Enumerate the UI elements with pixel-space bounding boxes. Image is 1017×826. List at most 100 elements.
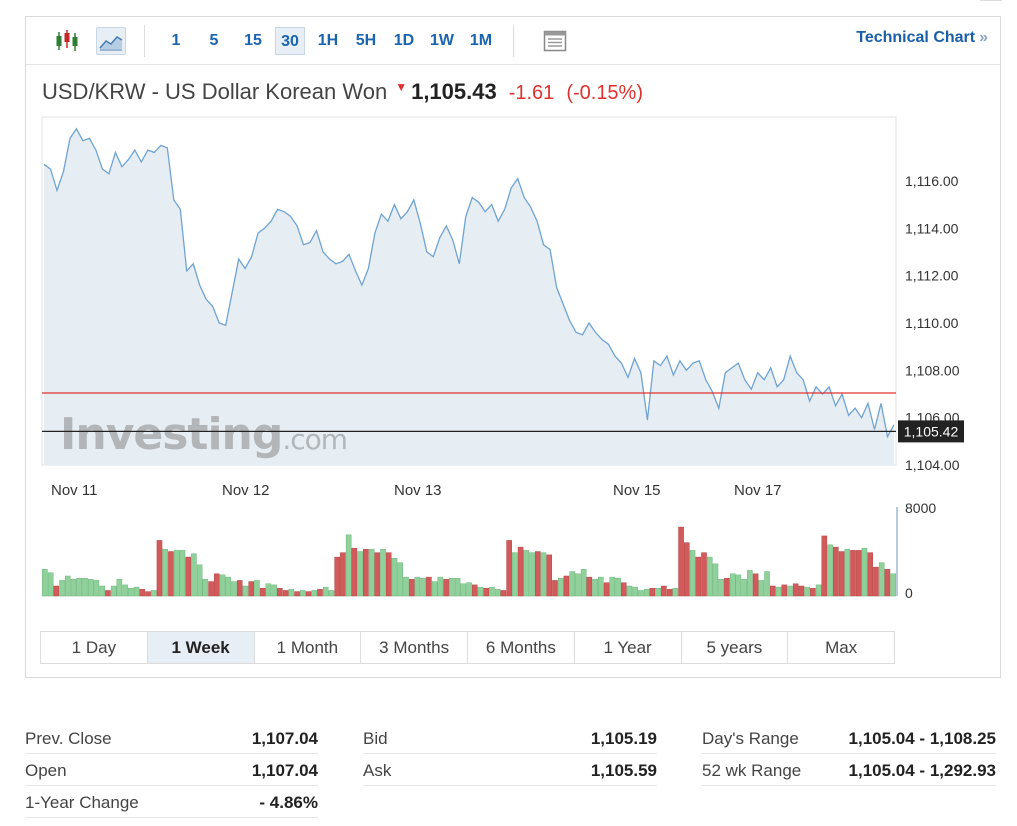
volume-bar <box>76 578 83 597</box>
current-price-label: 1,105.42 <box>904 423 959 439</box>
volume-bar <box>689 550 696 597</box>
interval-1h[interactable]: 1H <box>317 32 339 49</box>
volume-bar <box>517 546 524 597</box>
volume-bar <box>775 586 782 597</box>
volume-bar <box>87 579 94 597</box>
volume-bar <box>643 589 650 597</box>
volume-bar <box>672 588 679 597</box>
volume-bar <box>770 585 776 597</box>
volume-tick-label: 8000 <box>905 500 936 516</box>
stat-label: Bid <box>363 729 388 748</box>
volume-bar <box>781 584 787 597</box>
area-chart-icon[interactable] <box>96 27 126 55</box>
volume-bar <box>575 573 581 597</box>
volume-bar <box>540 552 547 597</box>
period-1-year[interactable]: 1 Year <box>575 632 682 663</box>
stat-52-wk-range: 52 wk Range 1,105.04 - 1,292.93 <box>702 754 996 786</box>
interval-5[interactable]: 5 <box>209 32 219 49</box>
volume-bar <box>787 585 793 597</box>
period-max[interactable]: Max <box>825 638 858 657</box>
stat-label: Prev. Close <box>25 729 112 748</box>
period-1-month[interactable]: 1 Month <box>255 632 362 663</box>
volume-bar <box>179 550 186 597</box>
y-tick-label: 1,108.00 <box>905 362 960 378</box>
x-axis-label: Nov 11 <box>51 482 97 499</box>
volume-bar <box>494 589 501 597</box>
stat-label: 52 wk Range <box>702 761 802 780</box>
volume-bar <box>122 584 128 597</box>
stat-open: Open 1,107.04 <box>25 754 318 786</box>
interval-5h[interactable]: 5H <box>355 32 377 49</box>
table-view-icon[interactable] <box>543 29 567 53</box>
volume-bar <box>116 579 123 597</box>
chart-widget: 1 5 15 30 1H 5H 1D 1W 1M Technical Chart… <box>25 16 1001 678</box>
volume-bar <box>609 576 616 597</box>
volume-bar <box>70 579 77 597</box>
interval-1[interactable]: 1 <box>171 32 181 49</box>
chart-toolbar: 1 5 15 30 1H 5H 1D 1W 1M Technical Chart… <box>26 17 1000 65</box>
volume-bar <box>729 573 736 597</box>
volume-bar <box>53 585 60 597</box>
volume-bar <box>529 552 535 597</box>
volume-bar <box>512 552 518 597</box>
interval-1m[interactable]: 1M <box>469 32 493 49</box>
volume-bar <box>873 566 879 597</box>
interval-30[interactable]: 30 <box>275 27 305 55</box>
volume-bar <box>454 578 461 597</box>
stat-value: 1,105.59 <box>590 761 657 780</box>
volume-tick-label: 0 <box>905 585 913 601</box>
price-line <box>43 127 895 439</box>
stat-value: 1,105.19 <box>590 729 657 748</box>
period-1-week[interactable]: 1 Week <box>147 632 255 663</box>
investing-watermark: Investing.com <box>60 409 347 460</box>
volume-bar <box>168 551 174 597</box>
volume-bar <box>449 578 455 597</box>
interval-15[interactable]: 15 <box>244 32 262 49</box>
period-5-years[interactable]: 5 years <box>682 632 789 663</box>
period-1-day[interactable]: 1 Day <box>41 632 148 663</box>
volume-bar <box>804 586 810 597</box>
volume-bar <box>655 588 661 597</box>
volume-bar <box>626 585 633 597</box>
period-3-months[interactable]: 3 Months <box>361 632 468 663</box>
volume-bar <box>391 557 398 597</box>
stat-prev-close: Prev. Close 1,107.04 <box>25 722 318 754</box>
stat-value: 1,105.04 - 1,292.93 <box>848 761 996 780</box>
volume-bar <box>368 549 375 597</box>
price-change-percent: (-0.15%) <box>566 82 644 104</box>
volume-bar <box>162 549 168 597</box>
volume-bar <box>884 569 891 597</box>
interval-1d[interactable]: 1D <box>393 32 415 49</box>
volume-bar <box>110 585 117 597</box>
volume-bar <box>523 550 530 597</box>
volume-bar <box>724 578 730 597</box>
period-6-months[interactable]: 6 Months <box>468 632 575 663</box>
volume-bar <box>340 552 346 597</box>
volume-bar <box>420 578 426 597</box>
volume-bar <box>833 546 839 597</box>
volume-bar <box>277 588 283 597</box>
double-chevron-right-icon: » <box>979 29 988 46</box>
volume-bar <box>351 547 358 597</box>
volume-bar <box>483 588 489 597</box>
stat-days-range: Day's Range 1,105.04 - 1,108.25 <box>702 722 996 754</box>
volume-bar <box>878 562 885 597</box>
volume-bar <box>632 586 638 597</box>
x-axis-label: Nov 12 <box>222 482 270 499</box>
volume-bar <box>196 564 203 597</box>
technical-chart-link[interactable]: Technical Chart» <box>856 29 988 47</box>
volume-bar <box>282 590 289 597</box>
volume-bar <box>827 544 833 597</box>
quote-headline: USD/KRW - US Dollar Korean Won ▼ 1,105.43-… <box>42 79 643 109</box>
volume-bar <box>890 573 896 597</box>
price-change: -1.61 <box>508 82 555 104</box>
interval-1w[interactable]: 1W <box>430 32 454 49</box>
candlestick-icon[interactable] <box>52 27 82 55</box>
volume-bar <box>202 579 209 597</box>
stat-value: - 4.86% <box>259 793 318 812</box>
pair-name: USD/KRW - US Dollar Korean Won <box>42 79 388 104</box>
volume-bar <box>506 540 512 597</box>
top-edge-line <box>980 0 1002 1</box>
volume-bar <box>706 556 713 597</box>
volume-bar <box>678 526 684 597</box>
